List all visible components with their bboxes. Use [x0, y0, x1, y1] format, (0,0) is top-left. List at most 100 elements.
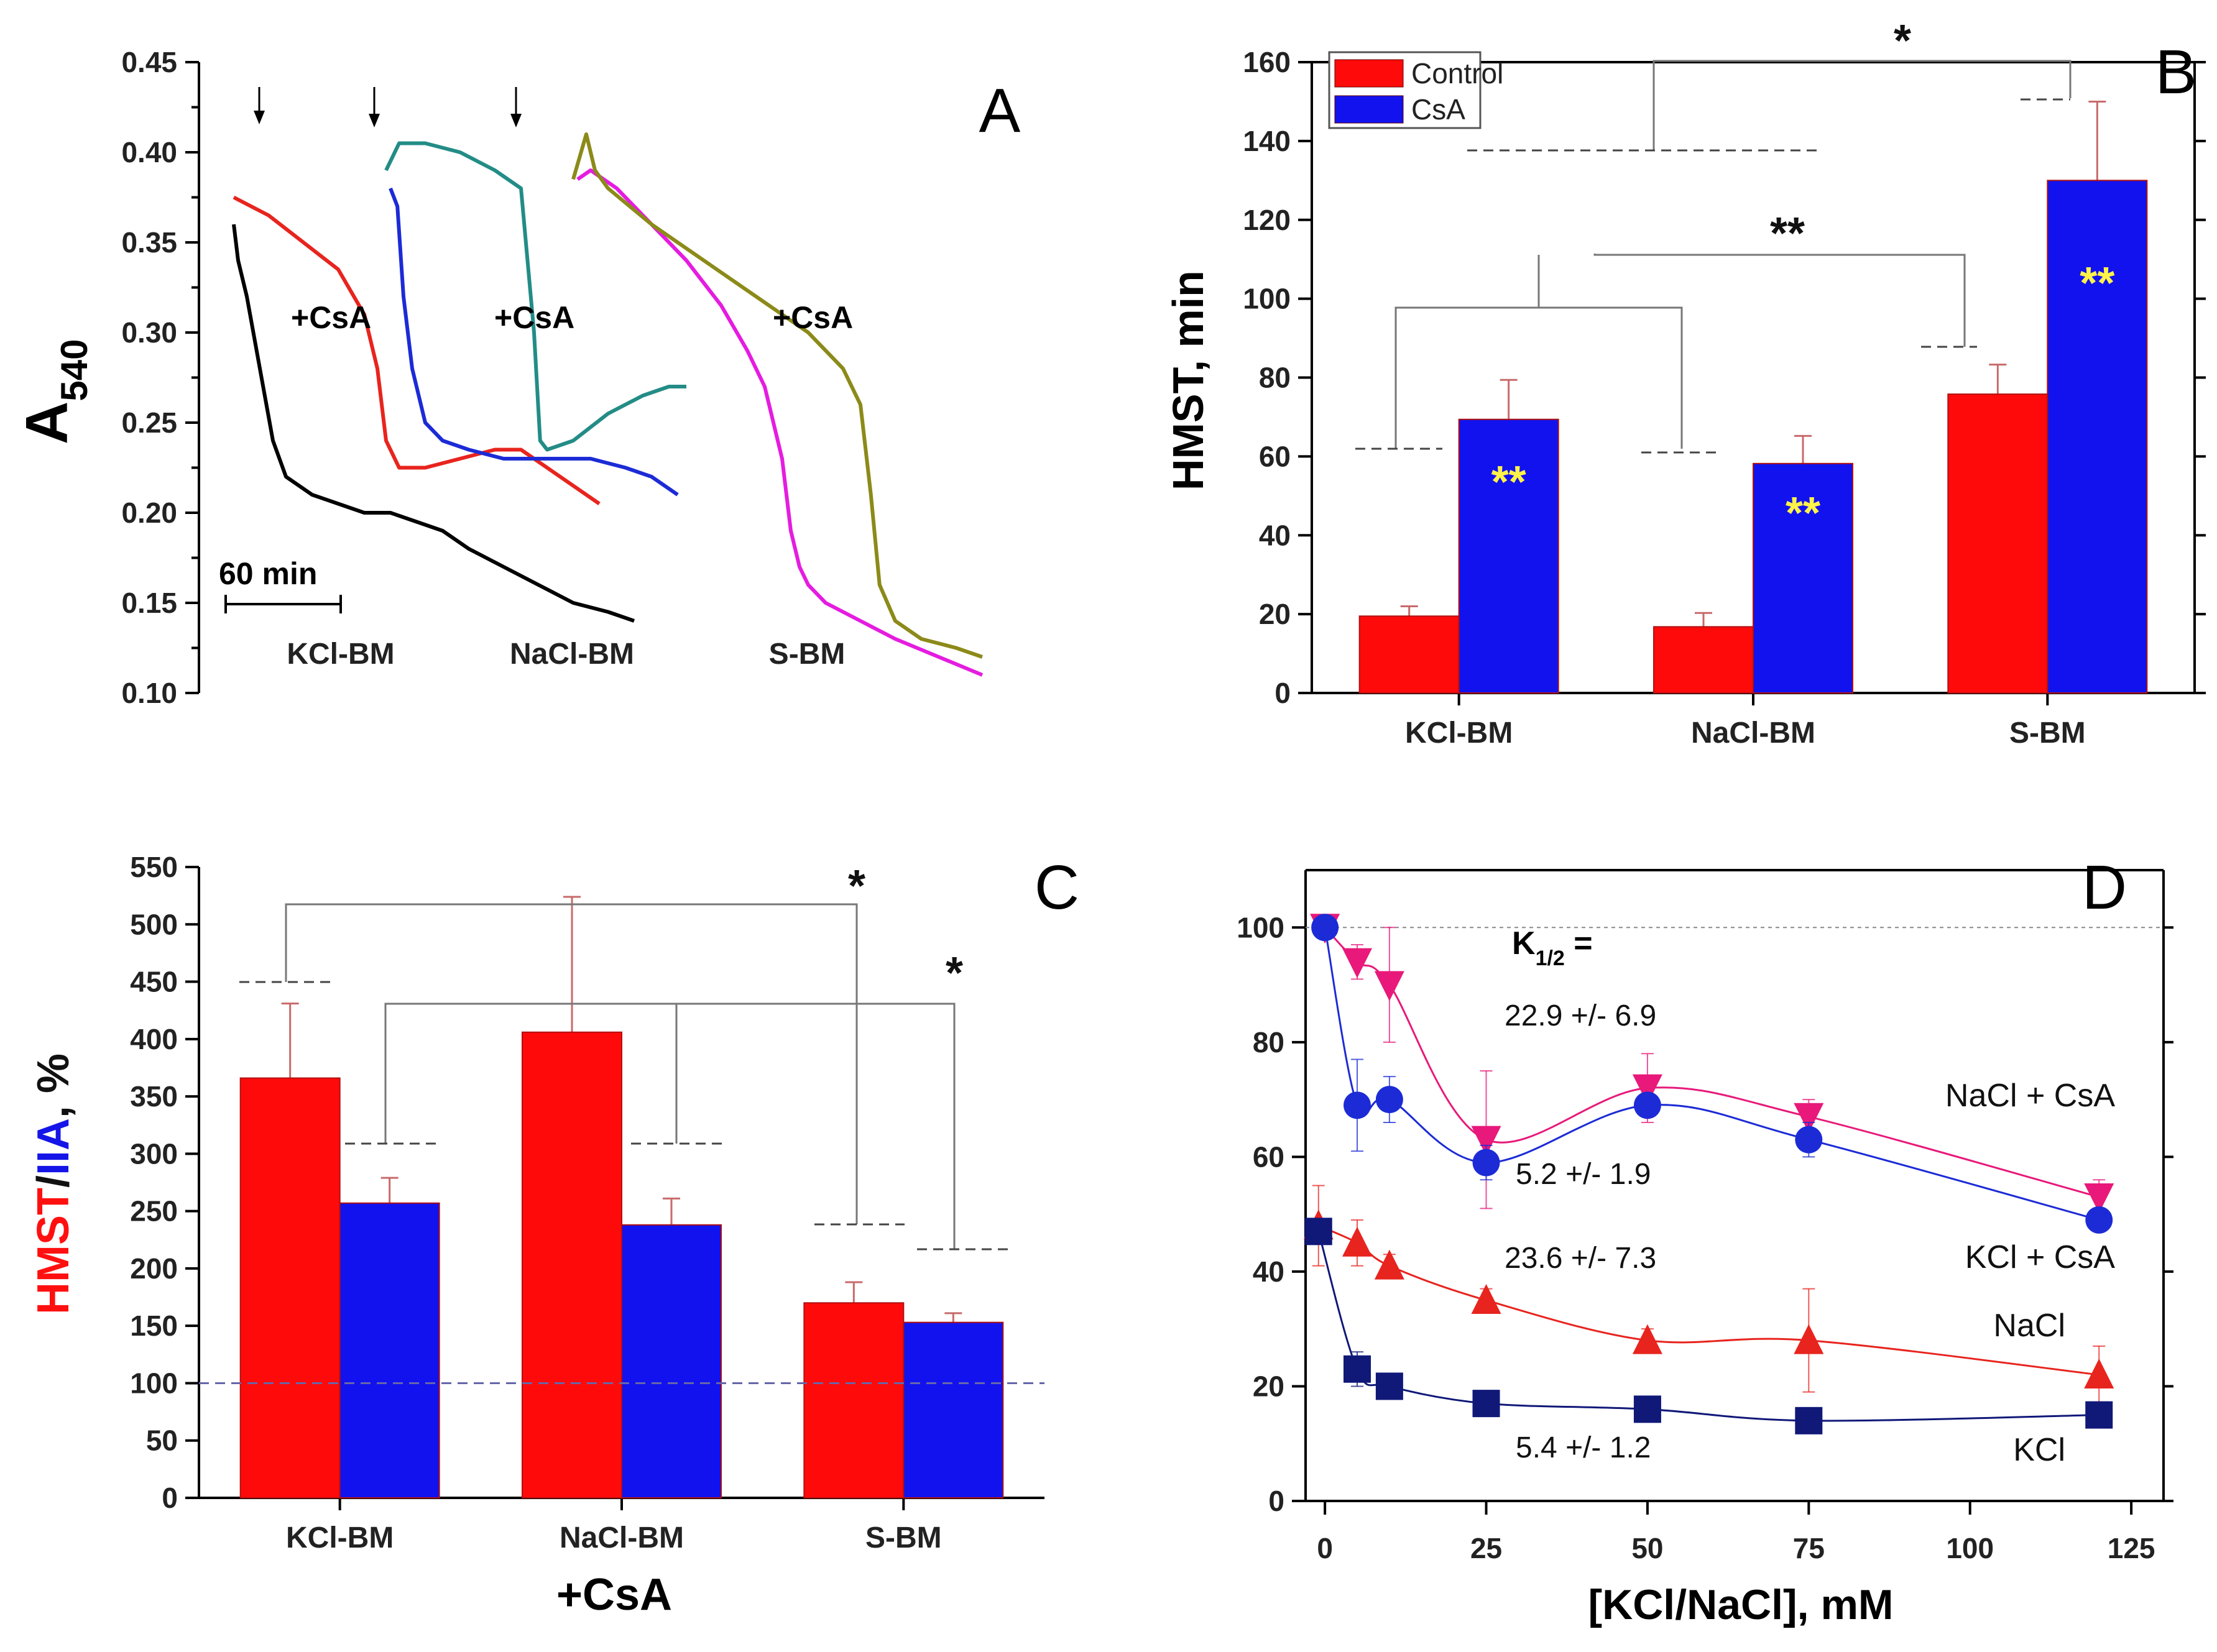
bar-significance-star: ** — [1491, 457, 1526, 507]
x-tick-label: KCl-BM — [286, 1521, 394, 1554]
panel-b: 0 20 40 60 80 100 120 140 160 KCl-BM NaCl-BM S-BM HM… — [1164, 16, 2206, 750]
trace-line — [384, 141, 686, 452]
y-tick-label: 0.45 — [121, 46, 177, 78]
x-tick-label: S-BM — [865, 1521, 942, 1554]
data-point-triangle-down — [1471, 1126, 1501, 1156]
k-half-sub: 1/2 — [1536, 947, 1565, 970]
fit-curve — [1324, 927, 2099, 1221]
scale-bar-label: 60 min — [219, 556, 317, 591]
y-tick-label: 0.10 — [121, 677, 177, 709]
arrowhead-icon — [254, 111, 265, 124]
y-axis-label: HMST/IIA, % — [29, 1053, 78, 1315]
y-tick-label: 200 — [130, 1252, 178, 1285]
y-axis-label-unit: , % — [29, 1053, 78, 1118]
bar-csa — [1753, 462, 1853, 694]
y-tick-label: 20 — [1253, 1370, 1284, 1402]
panel-label: D — [2082, 853, 2127, 922]
x-tick-label: NaCl-BM — [560, 1521, 684, 1554]
y-tick-label: 0.40 — [121, 136, 177, 168]
bar-iia — [339, 1202, 440, 1498]
group-label: KCl-BM — [287, 638, 394, 671]
legend-swatch — [1334, 95, 1404, 124]
y-tick-label: 400 — [130, 1023, 178, 1055]
y-tick-label: 0.15 — [121, 587, 177, 619]
data-point-square — [2085, 1401, 2113, 1429]
y-tick-label: 500 — [130, 908, 178, 940]
bar-control — [1358, 615, 1460, 694]
y-tick-label: 0 — [1274, 677, 1291, 709]
y-axis-label-hmst: HMST — [29, 1188, 78, 1315]
trace-line — [233, 195, 601, 505]
data-point-triangle-down — [2084, 1183, 2114, 1213]
panel-a: 0.450.400.350.300.250.200.150.10A540A+Cs… — [14, 46, 1021, 709]
bar-control — [1653, 626, 1754, 694]
data-point-square — [1304, 1218, 1332, 1246]
data-point-circle — [2085, 1206, 2113, 1234]
significance-star: ** — [1770, 209, 1805, 259]
data-point-triangle-up — [1471, 1284, 1501, 1315]
arrowhead-icon — [369, 114, 380, 127]
y-axis-label: A540 — [14, 339, 95, 444]
x-tick-label: NaCl-BM — [1691, 717, 1815, 750]
significance-bracket — [1652, 60, 2072, 150]
y-tick-label: 140 — [1243, 125, 1291, 157]
k-half-eq: = — [1565, 925, 1593, 961]
panel-label: B — [2155, 37, 2197, 107]
x-tick-label: 75 — [1793, 1532, 1825, 1564]
significance-star: * — [1894, 16, 1911, 66]
significance-star: * — [946, 948, 963, 998]
data-point-square — [1344, 1355, 1371, 1383]
y-tick-label: 80 — [1259, 362, 1291, 394]
data-point-triangle-down — [1374, 971, 1404, 1001]
data-point-triangle-down — [1632, 1074, 1662, 1104]
data-point-triangle-up — [1794, 1324, 1824, 1354]
panel-d: 0 20 40 60 80 100 0 25 50 75 100 125 [KCl/NaCl], mM D… — [1237, 853, 2173, 1628]
y-axis-label-sub: 540 — [53, 339, 95, 402]
x-tick-label: KCl-BM — [1405, 717, 1513, 750]
y-tick-label: 60 — [1259, 440, 1291, 472]
fit-curve — [1324, 927, 2099, 1198]
trace-line — [576, 168, 984, 677]
k-half-main: K — [1512, 925, 1536, 961]
data-point-triangle-up — [2084, 1359, 2114, 1388]
y-tick-label: 100 — [1243, 283, 1291, 315]
y-axis-label: HMST, min — [1164, 270, 1212, 490]
data-point-triangle-down — [1794, 1103, 1824, 1133]
y-tick-label: 20 — [1259, 598, 1291, 630]
y-tick-label: 150 — [130, 1310, 178, 1342]
x-tick-label: 25 — [1470, 1532, 1502, 1564]
bar-hmst — [522, 1031, 622, 1498]
csa-annotation: +CsA — [773, 300, 853, 335]
y-tick-label: 40 — [1253, 1255, 1284, 1288]
bar-iia — [621, 1224, 722, 1499]
series-label: KCl — [2013, 1432, 2065, 1468]
data-point-circle — [1633, 1091, 1661, 1119]
legend-swatch — [1334, 59, 1404, 88]
y-tick-label: 300 — [130, 1137, 178, 1170]
y-tick-label: 60 — [1253, 1140, 1284, 1173]
data-point-circle — [1311, 914, 1339, 942]
x-tick-label: 0 — [1317, 1532, 1333, 1564]
y-axis-label-sep: / — [29, 1175, 78, 1188]
panel-label: C — [1035, 853, 1079, 922]
csa-annotation: +CsA — [291, 300, 371, 335]
panel-label: A — [979, 76, 1021, 145]
y-tick-label: 250 — [130, 1195, 178, 1228]
bar-control — [1947, 393, 2049, 694]
significance-bracket — [1593, 254, 1966, 347]
k-half-label: K1/2 = — [1512, 925, 1593, 970]
x-axis-label: [KCl/NaCl], mM — [1588, 1581, 1893, 1628]
data-point-triangle-down — [1342, 948, 1373, 978]
arrowhead-icon — [510, 114, 522, 127]
k-half-value: 5.2 +/- 1.9 — [1516, 1158, 1651, 1191]
x-tick-label: S-BM — [2009, 717, 2086, 750]
k-half-value: 22.9 +/- 6.9 — [1505, 999, 1656, 1032]
significance-bracket — [285, 903, 858, 1224]
y-tick-label: 0 — [1268, 1485, 1284, 1517]
trace-line — [232, 224, 635, 623]
series-label: KCl + CsA — [1965, 1239, 2116, 1275]
x-axis-label: +CsA — [556, 1570, 672, 1620]
bar-hmst — [803, 1302, 905, 1498]
bar-significance-star: ** — [1786, 489, 1820, 538]
bar-hmst — [239, 1077, 341, 1498]
